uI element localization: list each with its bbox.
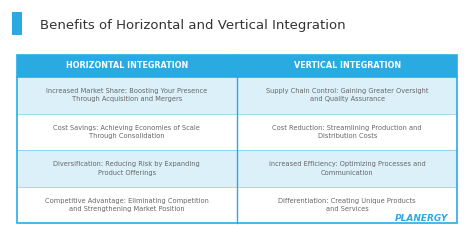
- Text: Increased Market Share: Boosting Your Presence
Through Acquisition and Mergers: Increased Market Share: Boosting Your Pr…: [46, 88, 208, 103]
- Text: Competitive Advantage: Eliminating Competition
and Strengthening Market Position: Competitive Advantage: Eliminating Compe…: [45, 198, 209, 212]
- FancyBboxPatch shape: [17, 77, 237, 114]
- FancyBboxPatch shape: [17, 55, 457, 77]
- Text: Cost Savings: Achieving Economies of Scale
Through Consolidation: Cost Savings: Achieving Economies of Sca…: [54, 125, 200, 139]
- Text: Benefits of Horizontal and Vertical Integration: Benefits of Horizontal and Vertical Inte…: [40, 19, 346, 32]
- FancyBboxPatch shape: [17, 187, 237, 223]
- FancyBboxPatch shape: [12, 12, 22, 35]
- FancyBboxPatch shape: [17, 114, 237, 150]
- FancyBboxPatch shape: [237, 77, 457, 114]
- Text: HORIZONTAL INTEGRATION: HORIZONTAL INTEGRATION: [66, 61, 188, 71]
- Text: Increased Efficiency: Optimizing Processes and
Communication: Increased Efficiency: Optimizing Process…: [269, 161, 426, 176]
- FancyBboxPatch shape: [17, 150, 237, 187]
- Text: Diversification: Reducing Risk by Expanding
Product Offerings: Diversification: Reducing Risk by Expand…: [54, 161, 200, 176]
- Text: VERTICAL INTEGRATION: VERTICAL INTEGRATION: [293, 61, 401, 71]
- Text: Supply Chain Control: Gaining Greater Oversight
and Quality Assurance: Supply Chain Control: Gaining Greater Ov…: [266, 88, 428, 103]
- Text: PLANERGY: PLANERGY: [394, 214, 448, 223]
- Text: Differentiation: Creating Unique Products
and Services: Differentiation: Creating Unique Product…: [278, 198, 416, 212]
- FancyBboxPatch shape: [237, 187, 457, 223]
- FancyBboxPatch shape: [237, 114, 457, 150]
- FancyBboxPatch shape: [237, 150, 457, 187]
- Text: Cost Reduction: Streamlining Production and
Distribution Costs: Cost Reduction: Streamlining Production …: [273, 125, 422, 139]
